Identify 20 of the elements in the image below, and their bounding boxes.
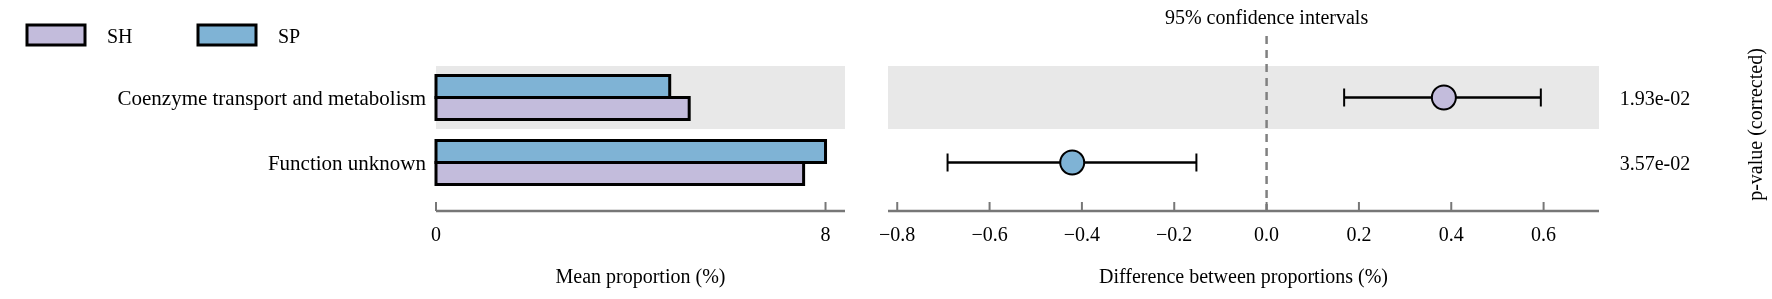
x-tick-label: −0.4 [1063, 223, 1101, 245]
legend-label: SH [107, 25, 133, 47]
y-tick-label: Function unknown [267, 150, 427, 175]
x-tick-label: 0.0 [1254, 223, 1280, 245]
x-tick-label: 0 [431, 223, 441, 245]
chart-title: 95% confidence intervals [1164, 6, 1369, 28]
y-tick-label: Coenzyme transport and metabolism [117, 85, 426, 110]
y2-axis-title: p-value (corrected) [1744, 48, 1767, 201]
x-axis-title: Mean proportion (%) [555, 265, 726, 288]
x-tick-label: −0.6 [971, 223, 1008, 245]
text: 3.57e-02 [1619, 151, 1691, 174]
x-axis-title: Difference between proportions (%) [1099, 265, 1388, 288]
text: 1.93e-02 [1619, 86, 1691, 109]
x-tick-label: 0.6 [1531, 223, 1557, 245]
x-tick-label: −0.8 [879, 223, 916, 245]
x-tick-label: 8 [820, 223, 831, 245]
x-tick-label: 0.2 [1346, 223, 1372, 245]
x-tick-label: 0.4 [1438, 223, 1464, 245]
x-tick-label: −0.2 [1156, 223, 1193, 245]
legend-label: SP [278, 25, 301, 47]
